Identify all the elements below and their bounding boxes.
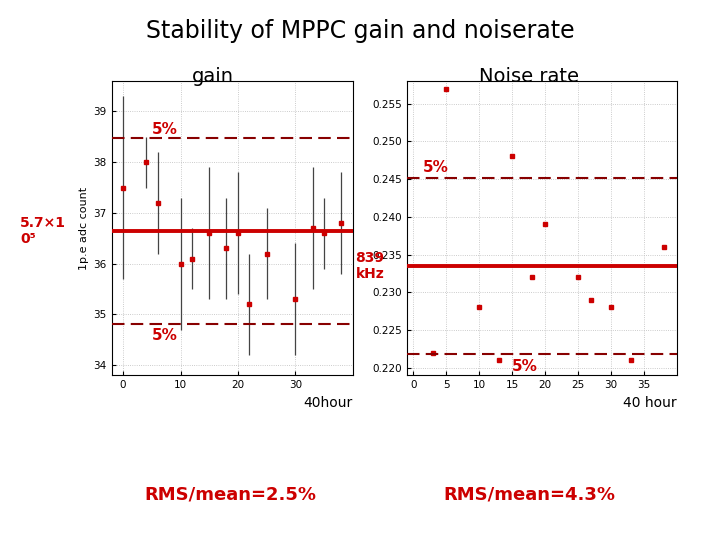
Text: gain: gain <box>192 68 233 86</box>
Text: 5.7×1
0⁵: 5.7×1 0⁵ <box>20 215 66 246</box>
Text: Noise rate: Noise rate <box>480 68 579 86</box>
Text: 40hour: 40hour <box>304 396 353 410</box>
Text: RMS/mean=2.5%: RMS/mean=2.5% <box>145 485 316 503</box>
Text: RMS/mean=4.3%: RMS/mean=4.3% <box>444 485 615 503</box>
Text: Stability of MPPC gain and noiserate: Stability of MPPC gain and noiserate <box>145 19 575 43</box>
Text: 40 hour: 40 hour <box>624 396 677 410</box>
Text: 5%: 5% <box>152 122 178 137</box>
Y-axis label: 1p.e adc count: 1p.e adc count <box>79 187 89 269</box>
Text: 5%: 5% <box>152 328 178 343</box>
Text: 839
kHz: 839 kHz <box>356 251 384 281</box>
Text: 5%: 5% <box>512 359 538 374</box>
Text: 5%: 5% <box>423 160 449 175</box>
